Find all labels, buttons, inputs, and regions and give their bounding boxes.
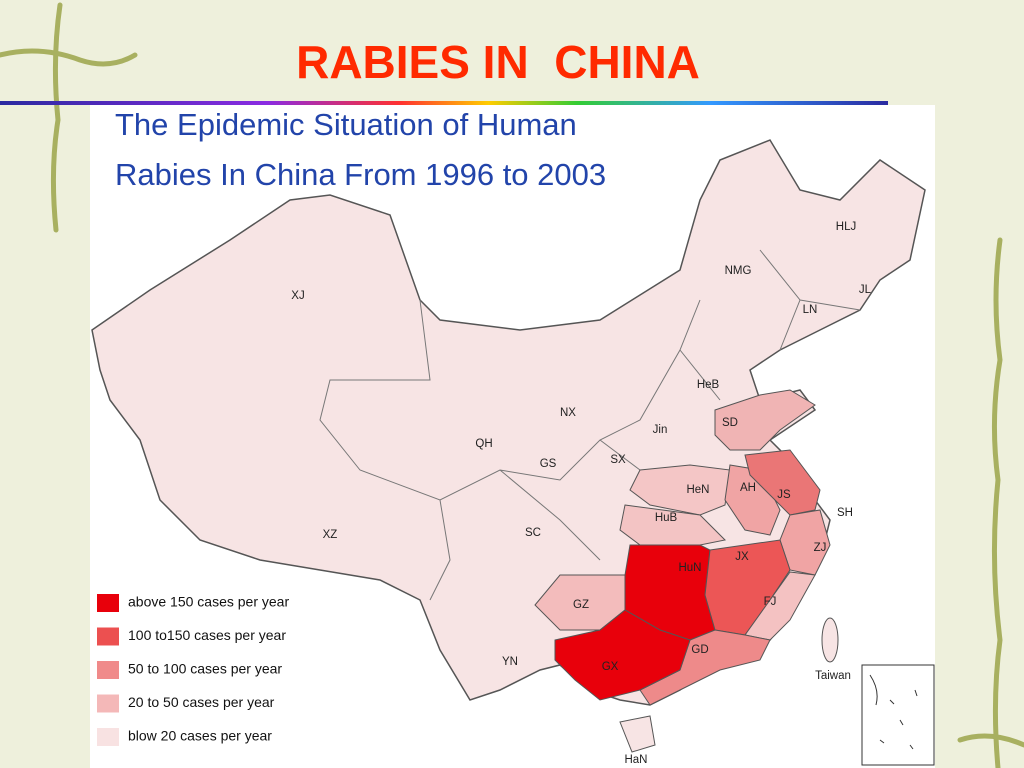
slide-title: RABIES IN CHINA bbox=[296, 36, 700, 88]
province-label: SX bbox=[610, 454, 626, 466]
map-title: Rabies In China From 1996 to 2003 bbox=[115, 157, 606, 192]
legend-label: above 150 cases per year bbox=[128, 594, 289, 610]
legend-swatch bbox=[97, 661, 119, 679]
province-label: NX bbox=[560, 407, 576, 419]
legend-label: 20 to 50 cases per year bbox=[128, 694, 275, 710]
province-label: Taiwan bbox=[815, 670, 851, 682]
island bbox=[821, 617, 839, 663]
province-borders bbox=[319, 249, 861, 601]
province-label: HeB bbox=[697, 379, 720, 391]
province bbox=[629, 464, 731, 516]
province-label: HuB bbox=[655, 512, 678, 524]
province-label: YN bbox=[502, 656, 518, 668]
province-label: ZJ bbox=[814, 542, 827, 554]
province-label: Jin bbox=[653, 424, 668, 436]
province-label: AH bbox=[740, 482, 756, 494]
province-label: SH bbox=[837, 507, 853, 519]
province-label: HaN bbox=[624, 754, 647, 766]
legend-swatch bbox=[97, 694, 119, 713]
province-label: FJ bbox=[764, 596, 777, 608]
province bbox=[619, 715, 656, 753]
province-label: HuN bbox=[678, 562, 701, 574]
province-label: HeN bbox=[686, 484, 709, 496]
province-label: LN bbox=[803, 304, 818, 316]
province-label: GD bbox=[691, 644, 708, 656]
province-label: XZ bbox=[323, 529, 338, 541]
legend-swatch bbox=[97, 594, 119, 612]
legend: above 150 cases per year 100 to150 cases … bbox=[97, 594, 289, 746]
province-label: GZ bbox=[573, 599, 589, 611]
map: XJ QH XZ GS NX SX Jin HeB NMG HLJ JL LN SD HeN AH JS SH H… bbox=[91, 139, 926, 766]
province-label: QH bbox=[475, 438, 492, 450]
legend-label: 100 to150 cases per year bbox=[128, 627, 286, 643]
legend-swatch bbox=[97, 627, 119, 646]
province-label: GS bbox=[540, 458, 557, 470]
province-label: GX bbox=[602, 661, 619, 673]
province bbox=[714, 389, 816, 451]
title-rule bbox=[0, 101, 888, 105]
province-label: HLJ bbox=[836, 221, 856, 233]
legend-label: blow 20 cases per year bbox=[128, 728, 272, 744]
province bbox=[554, 609, 691, 701]
legend-label: 50 to 100 cases per year bbox=[128, 661, 282, 677]
province-label: SD bbox=[722, 417, 738, 429]
map-title: The Epidemic Situation of Human bbox=[115, 107, 577, 142]
province-label: JS bbox=[777, 489, 791, 501]
province-label: SC bbox=[525, 527, 541, 539]
province-label: NMG bbox=[725, 265, 752, 277]
province-label: JX bbox=[735, 551, 749, 563]
province-label: JL bbox=[859, 284, 872, 296]
inset-map bbox=[861, 664, 935, 766]
legend-swatch bbox=[97, 728, 119, 746]
province-label: XJ bbox=[291, 290, 304, 302]
